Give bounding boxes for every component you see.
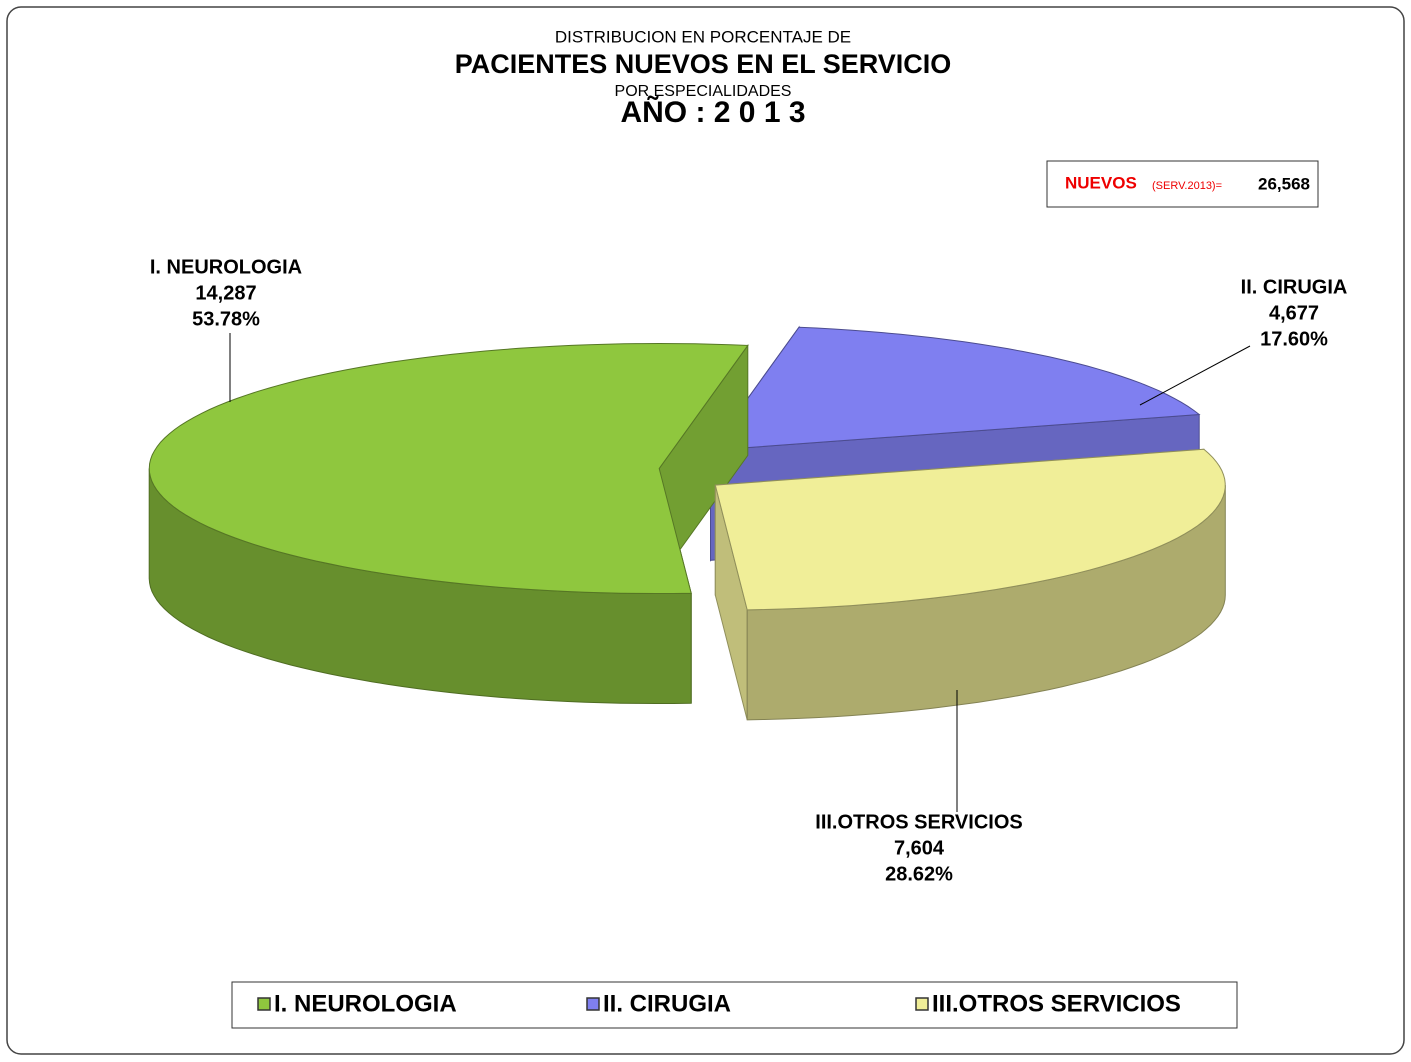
data-label: I. NEUROLOGIA [150,256,302,278]
percent-label: 28.62% [885,863,953,885]
total-label: NUEVOS [1065,173,1137,192]
value-label: 7,604 [894,837,945,859]
data-label: III.OTROS SERVICIOS [815,811,1022,833]
legend-label: III.OTROS SERVICIOS [932,990,1181,1017]
chart-subtitle: POR ESPECIALIDADES [615,83,792,100]
slice [709,326,1201,451]
total-note: (SERV.2013)= [1152,180,1222,192]
percent-label: 17.60% [1260,328,1328,350]
percent-label: 53.78% [192,308,260,330]
leader-line [1139,345,1251,406]
total-value: 26,568 [1258,174,1310,193]
legend-swatch [915,997,929,1011]
value-label: 4,677 [1269,302,1319,324]
title-top: DISTRIBUCION EN PORCENTAJE DE [555,27,851,46]
value-label: 14,287 [195,282,256,304]
slice [148,342,749,594]
legend-label: I. NEUROLOGIA [274,990,457,1017]
legend [231,981,1238,1029]
year-title: AÑO : 2 0 1 3 [620,95,805,129]
pie [148,325,1226,721]
total-box [1046,160,1319,208]
slice [714,448,1226,611]
chart-title: PACIENTES NUEVOS EN EL SERVICIO [455,49,952,79]
legend-swatch [586,997,600,1011]
data-label: II. CIRUGIA [1241,276,1348,298]
legend-label: II. CIRUGIA [603,990,731,1017]
chart-frame [6,6,1405,1055]
legend-swatch [257,997,271,1011]
